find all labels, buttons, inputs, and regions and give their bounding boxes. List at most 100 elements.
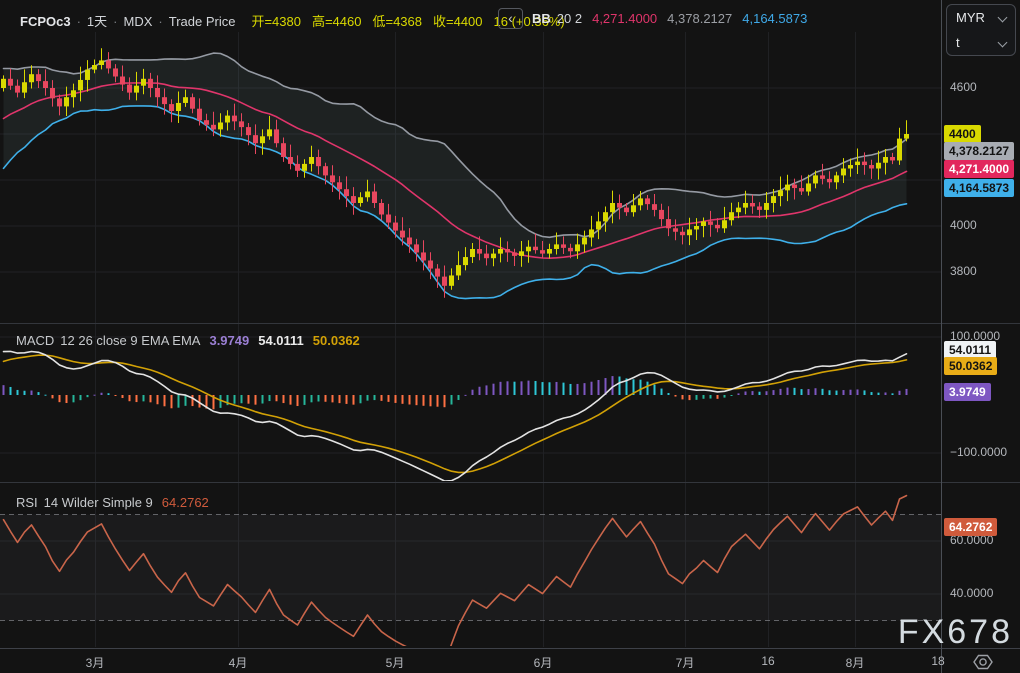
macd-hist-bar (688, 395, 691, 401)
macd-line-value: 54.0111 (258, 333, 304, 348)
currency-select[interactable]: MYR (947, 5, 1015, 30)
time-axis[interactable]: 3月 4月 5月 6月 7月 16 8月 18 (0, 648, 1020, 673)
macd-hist-bar (254, 395, 257, 405)
bb-fill (3, 53, 907, 299)
macd-legend[interactable]: MACD 12 26 close 9 EMA EMA 3.9749 54.0111 50… (16, 333, 360, 348)
symbol-legend[interactable]: FCPOc3 · 1天 · MDX · Trade Price 开=4380 高=4460 低=4… (20, 11, 565, 30)
macd-hist-bar (891, 393, 894, 395)
macd-hist-bar (779, 388, 782, 395)
macd-hist-bar (121, 395, 124, 399)
rsi-params: 14 Wilder Simple 9 (43, 495, 153, 510)
time-tick-label: 5月 (385, 656, 405, 670)
time-tick-label: 18 (931, 654, 945, 668)
macd-hist-bar (408, 395, 411, 405)
macd-hist-bar (534, 380, 537, 395)
macd-hist-bar (464, 394, 467, 396)
macd-hist-bar (135, 395, 138, 403)
pane-divider-macd-rsi[interactable] (0, 482, 1020, 483)
axis-tick-label: 4000 (950, 218, 977, 232)
currency-unit-selector: MYR t (946, 4, 1016, 56)
macd-hist-bar (884, 392, 887, 395)
pane-divider-price-macd[interactable] (0, 323, 1020, 324)
bb-basis-line (2, 82, 908, 260)
macd-pane (2, 350, 908, 481)
macd-hist-bar (163, 395, 166, 407)
bollinger-legend[interactable]: BB 20 2 4,271.4000 4,378.2127 4,164.5873 (532, 11, 807, 26)
candlestick-series (1, 48, 909, 298)
macd-hist-bar (142, 395, 145, 402)
collapse-legend-button[interactable]: ‹ (498, 8, 523, 29)
macd-hist-bar (282, 395, 285, 404)
hexagon-logo-icon[interactable] (971, 653, 995, 671)
macd-hist-bar (9, 386, 12, 395)
bb-upper-badge: 4,378.2127 (944, 142, 1015, 160)
macd-hist-bar (16, 389, 19, 395)
macd-hist-bar (681, 395, 684, 400)
macd-hist-bar (800, 389, 803, 395)
macd-signal-badge: 50.0362 (944, 357, 998, 375)
macd-hist-bar (611, 376, 614, 395)
macd-hist-bar (100, 392, 103, 395)
macd-hist-bar (716, 395, 719, 399)
bb-lower-line (2, 105, 908, 300)
macd-hist-bar (268, 395, 271, 402)
macd-hist-bar (765, 391, 768, 395)
macd-hist-bar (583, 383, 586, 395)
rsi-value: 64.2762 (161, 495, 209, 510)
macd-hist-bar (387, 395, 390, 402)
macd-hist-bar (905, 388, 908, 395)
macd-hist-bar (506, 381, 509, 395)
bb-title: BB (532, 11, 551, 26)
chevron-down-icon (997, 37, 1008, 48)
macd-hist-bar (107, 393, 110, 395)
macd-hist-bar (877, 392, 880, 395)
rsi-legend[interactable]: RSI 14 Wilder Simple 9 64.2762 (16, 495, 209, 510)
macd-hist-bar (149, 395, 152, 403)
axis-tick-label: 60.0000 (950, 533, 994, 547)
macd-hist-bar (450, 395, 453, 405)
macd-hist-bar (744, 391, 747, 395)
axis-tick-label: 40.0000 (950, 586, 994, 600)
ohlc-open: 开=4380 (251, 14, 301, 29)
macd-hist-bar (709, 395, 712, 399)
macd-hist-bar (576, 383, 579, 395)
macd-hist-bar (310, 395, 313, 403)
macd-hist-bar (772, 390, 775, 395)
macd-hist-bar (457, 395, 460, 400)
macd-hist-bar (296, 395, 299, 407)
unit-select[interactable]: t (947, 30, 1015, 55)
macd-hist-bar (751, 391, 754, 395)
time-tick-label: 7月 (675, 656, 695, 670)
macd-hist-bar (541, 382, 544, 395)
macd-hist-bar (51, 395, 54, 399)
axis-tick-label: 4600 (950, 80, 977, 94)
macd-hist-bar (758, 391, 761, 395)
bb-upper-value: 4,378.2127 (667, 11, 733, 26)
macd-hist-bar (352, 395, 355, 405)
macd-hist-bar (289, 395, 292, 405)
macd-hist-bar (653, 384, 656, 395)
chart-canvas[interactable] (0, 0, 941, 648)
macd-hist-bar (618, 376, 621, 395)
macd-hist-bar (898, 390, 901, 395)
macd-hist-bar (247, 395, 250, 404)
macd-hist-bar (842, 390, 845, 395)
macd-hist-bar (555, 381, 558, 395)
macd-hist-bar (856, 389, 859, 395)
macd-hist-bar (849, 389, 852, 395)
macd-hist-bar (156, 395, 159, 405)
macd-hist-bar (226, 395, 229, 406)
ohlc-close: 收=4400 (433, 14, 483, 29)
macd-hist-bar (65, 395, 68, 404)
price-axis[interactable]: 4600 4000 3800 100.0000 −100.0000 60.0000 40.0… (941, 0, 1020, 648)
axis-tick-label: 100.0000 (950, 329, 1001, 343)
macd-hist-bar (23, 390, 26, 395)
macd-hist-bar (674, 395, 677, 397)
macd-hist-bar (114, 395, 117, 396)
time-tick-label: 3月 (85, 656, 105, 670)
bb-lower-value: 4,164.5873 (742, 11, 808, 26)
rsi-line (2, 494, 908, 646)
macd-hist-bar (737, 393, 740, 395)
bb-params: 20 2 (556, 11, 583, 26)
price-axis-border (941, 0, 942, 673)
